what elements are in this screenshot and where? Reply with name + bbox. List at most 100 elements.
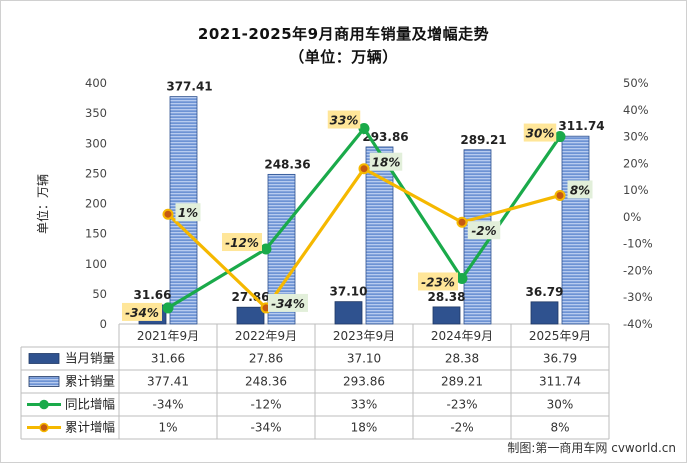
point-yoy	[358, 123, 370, 135]
bar-monthly	[432, 306, 461, 325]
legend-label: 同比增幅	[65, 397, 115, 412]
point-cumulative-growth	[162, 208, 174, 220]
bar-cumulative-label: 289.21	[460, 133, 506, 147]
bar-cumulative-label: 311.74	[558, 119, 604, 133]
table-cell: 311.74	[539, 375, 581, 389]
table-cell: 27.86	[249, 352, 283, 366]
label-cumulative-growth: -2%	[471, 224, 496, 238]
table-cell: -34%	[152, 398, 183, 412]
y-tick-label: 100	[85, 257, 107, 271]
legend-label: 累计增幅	[65, 420, 115, 435]
bar-monthly-label: 28.38	[428, 290, 466, 304]
x-tick-label: 2024年9月	[431, 329, 493, 343]
y-tick-label: 250	[85, 166, 107, 180]
label-cumulative-growth: 1%	[178, 206, 198, 220]
y2-tick-label: 40%	[623, 103, 649, 117]
bar-cumulative-label: 248.36	[264, 157, 310, 171]
y2-tick-label: -40%	[623, 317, 653, 331]
x-tick-label: 2023年9月	[333, 329, 395, 343]
y-tick-label: 150	[85, 227, 107, 241]
bar-monthly	[530, 301, 559, 325]
y2-tick-label: 50%	[623, 76, 649, 90]
label-cumulative-growth: 18%	[372, 156, 401, 170]
point-yoy	[456, 272, 468, 284]
y2-tick-label: -20%	[623, 263, 653, 277]
label-yoy-bg	[418, 272, 458, 291]
point-cumulative-growth	[358, 163, 370, 175]
y-tick-label: 350	[85, 106, 107, 120]
y2-tick-label: 20%	[623, 156, 649, 170]
bar-cumulative-label: 377.41	[166, 80, 212, 94]
legend-label: 累计销量	[65, 374, 115, 389]
bar-cumulative	[561, 135, 590, 325]
label-cumulative-growth-bg	[567, 180, 593, 199]
table-cell: 289.21	[441, 375, 483, 389]
table-cell: 30%	[547, 398, 574, 412]
legend-swatch	[28, 353, 60, 364]
table-cell: 8%	[550, 421, 569, 435]
table-cell: 33%	[351, 398, 378, 412]
table-cell: 377.41	[147, 375, 189, 389]
table-cell: -23%	[446, 398, 477, 412]
bar-monthly	[334, 301, 363, 325]
y-tick-label: 400	[85, 76, 107, 90]
table-cell: 37.10	[347, 352, 381, 366]
table-cell: -2%	[450, 421, 473, 435]
point-yoy	[260, 243, 272, 255]
y2-tick-label: -30%	[623, 290, 653, 304]
label-yoy: 30%	[526, 127, 555, 141]
legend-label: 当月销量	[65, 351, 115, 366]
source-credit: 制图:第一商用车网 cvworld.cn	[507, 441, 676, 455]
table-cell: -12%	[250, 398, 281, 412]
table-cell: 31.66	[151, 352, 185, 366]
label-cumulative-growth-bg	[268, 293, 308, 312]
legend-swatch	[28, 376, 60, 387]
y2-tick-label: 0%	[623, 210, 641, 224]
table-cell: 18%	[351, 421, 378, 435]
bar-monthly-label: 37.10	[330, 285, 368, 299]
bar-cumulative-label: 293.86	[362, 130, 408, 144]
table-cell: 28.38	[445, 352, 479, 366]
label-cumulative-growth-bg	[467, 221, 501, 240]
y2-tick-label: 10%	[623, 183, 649, 197]
label-yoy: -12%	[225, 236, 259, 250]
label-yoy-bg	[523, 123, 557, 142]
table-cell: 1%	[158, 421, 177, 435]
label-cumulative-growth-bg	[369, 152, 403, 171]
line-yoy	[167, 126, 562, 310]
y-tick-label: 50	[92, 287, 107, 301]
point-cumulative-growth	[456, 216, 468, 228]
label-yoy: -34%	[125, 306, 159, 320]
x-tick-label: 2025年9月	[529, 329, 591, 343]
bar-monthly-label: 31.66	[134, 288, 172, 302]
label-yoy: -23%	[421, 275, 455, 289]
y-axis-label: 单位：万辆	[35, 174, 50, 234]
point-cumulative-growth	[554, 189, 566, 201]
x-tick-label: 2022年9月	[235, 329, 297, 343]
bar-monthly	[236, 306, 265, 325]
legend-marker	[39, 422, 49, 433]
label-yoy: 33%	[330, 114, 359, 128]
label-cumulative-growth: -34%	[271, 297, 305, 311]
chart-title: 2021-2025年9月商用车销量及增幅走势	[197, 25, 490, 43]
table-cell: 36.79	[543, 352, 577, 366]
table-cell: 248.36	[245, 375, 287, 389]
x-tick-label: 2021年9月	[137, 329, 199, 343]
chart-subtitle: （单位：万辆）	[289, 48, 398, 66]
label-cumulative-growth-bg	[175, 203, 201, 222]
table-cell: -34%	[250, 421, 281, 435]
y-tick-label: 0	[100, 317, 107, 331]
label-cumulative-growth: 8%	[570, 183, 590, 197]
bar-monthly-label: 36.79	[526, 285, 564, 299]
table-cell: 293.86	[343, 375, 385, 389]
label-yoy-bg	[327, 110, 361, 129]
legend-marker	[39, 399, 49, 410]
point-yoy	[162, 302, 174, 314]
label-yoy-bg	[122, 302, 162, 321]
label-yoy-bg	[222, 233, 262, 252]
y2-tick-label: -10%	[623, 237, 653, 251]
point-yoy	[554, 131, 566, 143]
y-tick-label: 200	[85, 197, 107, 211]
